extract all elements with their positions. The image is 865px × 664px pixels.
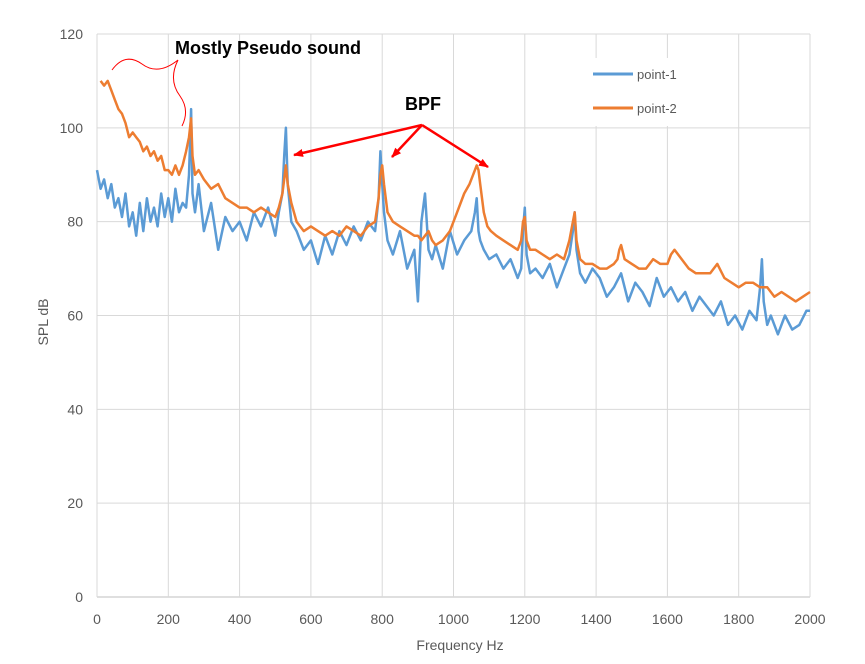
y-tick-labels: 0 20 40 60 80 100 120 bbox=[60, 26, 84, 605]
x-tick-label: 200 bbox=[157, 611, 181, 627]
legend-label-point-2: point-2 bbox=[637, 101, 677, 116]
x-tick-label: 800 bbox=[371, 611, 395, 627]
x-tick-label: 1400 bbox=[581, 611, 612, 627]
x-axis-title: Frequency Hz bbox=[416, 637, 503, 653]
bpf-arrow-2 bbox=[391, 124, 423, 158]
pseudo-sound-brace bbox=[111, 58, 186, 127]
legend: point-1 point-2 bbox=[588, 58, 708, 126]
y-tick-label: 60 bbox=[67, 308, 83, 324]
y-tick-label: 80 bbox=[67, 214, 83, 230]
y-tick-label: 40 bbox=[67, 401, 83, 417]
gridlines bbox=[96, 33, 811, 598]
legend-label-point-1: point-1 bbox=[637, 67, 677, 82]
x-tick-labels: 0 200 400 600 800 1000 1200 1400 1600 1800 2000 bbox=[93, 611, 826, 627]
annotation-bpf: BPF bbox=[405, 94, 441, 114]
y-tick-label: 100 bbox=[60, 120, 84, 136]
x-tick-label: 1800 bbox=[723, 611, 754, 627]
annotation-pseudo-sound: Mostly Pseudo sound bbox=[175, 38, 361, 58]
x-tick-label: 600 bbox=[299, 611, 323, 627]
legend-background bbox=[588, 58, 708, 126]
y-axis-title: SPL dB bbox=[35, 299, 51, 346]
y-tick-label: 20 bbox=[67, 495, 83, 511]
bpf-arrow-3 bbox=[421, 123, 489, 169]
series-lines bbox=[95, 79, 811, 336]
series-line-point-2 bbox=[99, 79, 811, 303]
x-tick-label: 1600 bbox=[652, 611, 683, 627]
bpf-arrow-1 bbox=[293, 123, 423, 157]
x-tick-label: 0 bbox=[93, 611, 101, 627]
y-tick-label: 120 bbox=[60, 26, 84, 42]
x-tick-label: 1200 bbox=[509, 611, 540, 627]
x-tick-label: 1000 bbox=[438, 611, 469, 627]
x-tick-label: 400 bbox=[228, 611, 252, 627]
series-line-point-1 bbox=[95, 107, 810, 336]
x-tick-label: 2000 bbox=[794, 611, 825, 627]
y-tick-label: 0 bbox=[75, 589, 83, 605]
